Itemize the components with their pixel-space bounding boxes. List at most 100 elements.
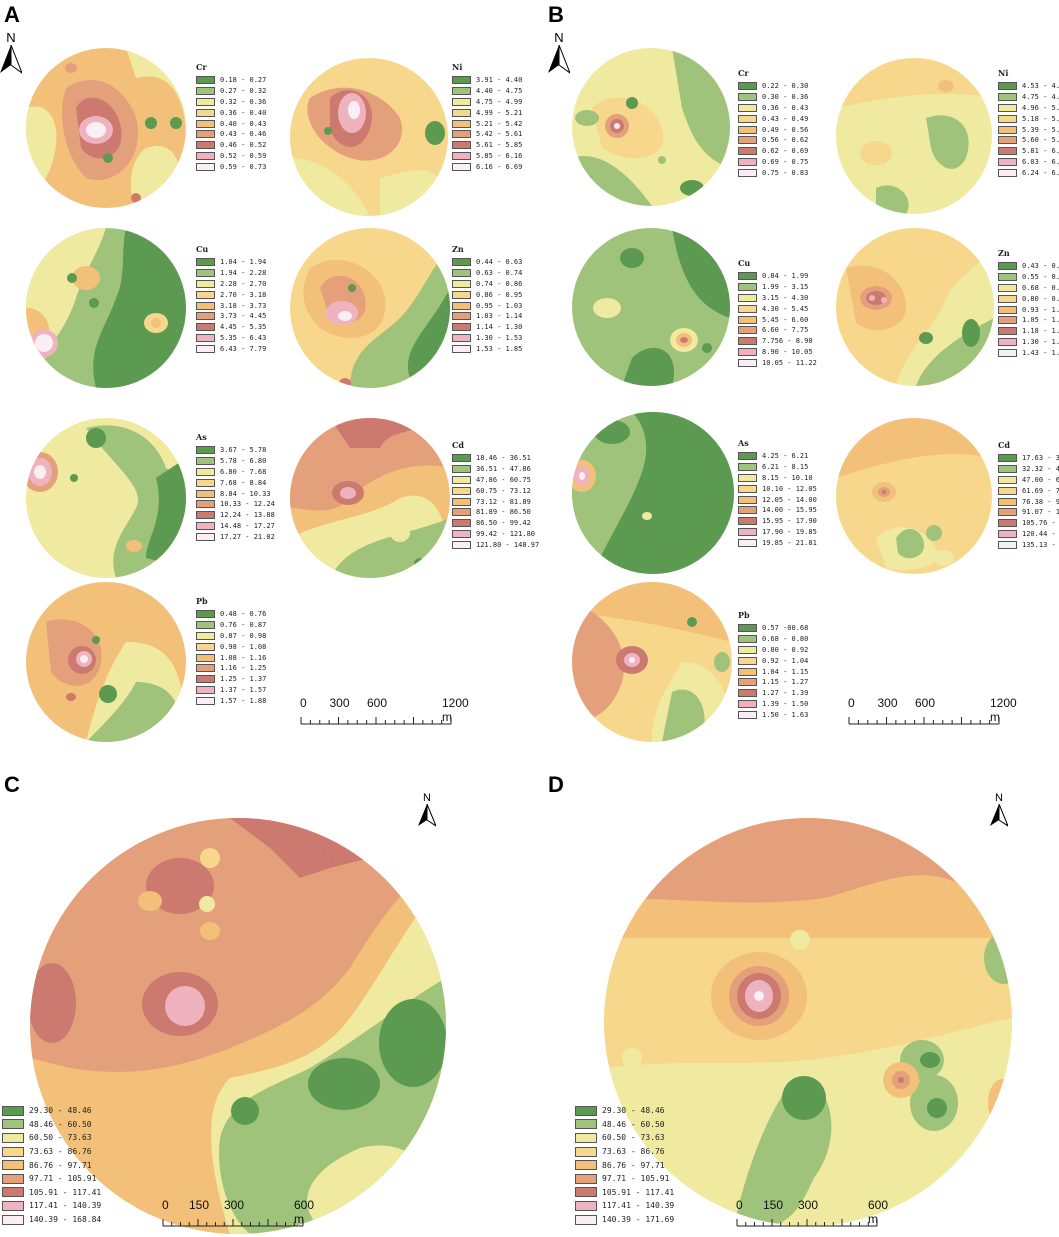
legend-swatch: [452, 540, 471, 549]
legend-row: 86.76 - 97.71: [575, 1158, 674, 1172]
legend-swatch: [738, 93, 757, 102]
legend-label: 10.10 - 12.05: [762, 484, 817, 493]
legend-swatch: [196, 467, 215, 476]
scale-bar-b: 0 300 600 1200 m: [848, 696, 1018, 730]
legend-a-pb: Pb 0.48 - 0.76 0.76 - 0.87 0.87 - 0.98 0.98 …: [196, 596, 266, 706]
legend-label: 3.91 - 4.40: [476, 76, 523, 85]
panel-label-a: A: [4, 2, 20, 27]
legend-swatch: [738, 689, 757, 698]
legend-label: 10.05 - 11.22: [762, 358, 817, 367]
north-arrow-icon: [418, 803, 438, 828]
legend-swatch: [196, 162, 215, 171]
legend-label: 0.43 - 0.49: [762, 114, 809, 123]
legend-label: 0.48 - 0.76: [220, 610, 267, 619]
legend-label: 1.50 - 1.63: [762, 710, 809, 719]
legend-row: 1.18 - 1.30: [998, 326, 1059, 337]
legend-row: 5.78 - 6.80: [196, 456, 275, 467]
legend-label: 1.03 - 1.14: [476, 312, 523, 321]
legend-label: 0.27 - 0.32: [220, 87, 267, 96]
legend-swatch: [452, 344, 471, 353]
legend-swatch: [196, 258, 215, 267]
legend-swatch: [452, 269, 471, 278]
legend-swatch: [998, 465, 1017, 474]
panel-label-b: B: [548, 2, 564, 27]
legend-row: 97.71 - 105.91: [2, 1172, 101, 1186]
legend-swatch: [196, 119, 215, 128]
legend-label: 1.15 - 1.27: [762, 678, 809, 687]
legend-swatch: [998, 529, 1017, 538]
legend-row: 48.46 - 60.50: [575, 1118, 674, 1132]
legend-label: 4.45 - 5.35: [220, 323, 267, 332]
legend-row: 18.46 - 36.51: [452, 453, 539, 464]
legend-swatch: [2, 1187, 24, 1198]
legend-label: 6.24 - 6.46: [1022, 168, 1059, 177]
legend-row: 0.57 -00.68: [738, 623, 808, 634]
legend-swatch: [2, 1173, 24, 1184]
legend-label: 5.85 - 6.16: [476, 151, 523, 160]
legend-label: 47.86 - 60.75: [476, 475, 531, 484]
legend-row: 0.92 - 1.04: [738, 655, 808, 666]
legend-swatch: [196, 610, 215, 619]
legend-label: 1.04 - 1.15: [762, 667, 809, 676]
legend-label: 120.44 - 135.13: [1022, 529, 1059, 538]
legend-swatch: [738, 527, 757, 536]
legend-label: 19.85 - 21.81: [762, 538, 817, 547]
scale-tick-label: 1200 m: [442, 696, 469, 724]
legend-row: 14.00 - 15.95: [738, 505, 817, 516]
legend-row: 8.84 - 10.33: [196, 488, 275, 499]
legend-label: 1.14 - 1.30: [476, 323, 523, 332]
legend-swatch: [196, 675, 215, 684]
legend-swatch: [452, 162, 471, 171]
legend-swatch: [452, 141, 471, 150]
legend-title: Cu: [196, 244, 209, 254]
legend-swatch: [452, 323, 471, 332]
legend-row: 1.15 - 1.27: [738, 677, 808, 688]
north-letter: N: [995, 792, 1003, 804]
north-arrow-icon: [0, 44, 24, 75]
legend-row: 4.53 - 4.75: [998, 81, 1059, 92]
legend-row: 0.59 - 0.73: [196, 161, 266, 172]
legend-title: Cd: [452, 440, 464, 450]
legend-swatch: [738, 538, 757, 547]
map-a-cd: [290, 418, 450, 578]
legend-row: 5.42 - 5.61: [452, 129, 522, 140]
map-b-zn: [836, 228, 994, 386]
legend-swatch: [2, 1160, 24, 1171]
legend-label: 15.95 - 17.90: [762, 517, 817, 526]
legend-label: 5.42 - 5.61: [476, 130, 523, 139]
legend-label: 6.16 - 6.69: [476, 162, 523, 171]
legend-row: 4.75 - 4.96: [998, 92, 1059, 103]
legend-label: 1.37 - 1.57: [220, 685, 267, 694]
legend-b-zn: Zn 0.43 - 0.55 0.55 - 0.680.68 - 0.80 0.80 …: [998, 248, 1059, 358]
panel-label-d: D: [548, 772, 564, 797]
legend-row: 1.99 - 3.15: [738, 282, 817, 293]
legend-label: 3.15 - 4.30: [762, 293, 809, 302]
legend-swatch: [452, 108, 471, 117]
legend-label: 3.73 - 4.45: [220, 312, 267, 321]
north-arrow-a: N: [0, 30, 24, 79]
legend-label: 73.12 - 81.89: [476, 497, 531, 506]
legend-swatch: [196, 151, 215, 160]
legend-row: 0.69 - 0.75: [738, 157, 808, 168]
legend-swatch: [196, 631, 215, 640]
legend-label: 5.61 - 5.85: [476, 141, 523, 150]
legend-row: 60.50 - 73.63: [2, 1131, 101, 1145]
legend-swatch: [998, 316, 1017, 325]
legend-label: 0.56 - 0.62: [762, 136, 809, 145]
legend-label: 0.80 - 0.93: [1022, 294, 1059, 303]
legend-swatch: [452, 76, 471, 85]
legend-swatch: [196, 344, 215, 353]
legend-label: 8.15 - 10.10: [762, 473, 813, 482]
legend-swatch: [2, 1200, 24, 1211]
legend-label: 0.49 - 0.56: [762, 125, 809, 134]
legend-label: 2.28 - 2.70: [220, 279, 267, 288]
legend-label: 0.75 - 0.83: [762, 168, 809, 177]
legend-row: 0.52 - 0.59: [196, 151, 266, 162]
legend-row: 1.53 - 1.85: [452, 343, 522, 354]
legend-label: 6.21 - 8.15: [762, 463, 809, 472]
legend-row: 1.25 - 1.37: [196, 674, 266, 685]
legend-swatch: [575, 1105, 597, 1116]
legend-swatch: [738, 147, 757, 156]
legend-swatch: [452, 312, 471, 321]
legend-swatch: [196, 478, 215, 487]
